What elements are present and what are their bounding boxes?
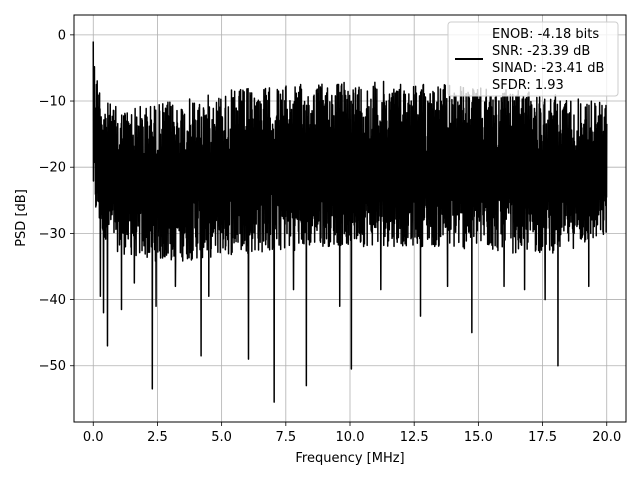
legend: ENOB: -4.18 bits SNR: -23.39 dB SINAD: -…: [447, 21, 619, 97]
y-tick-label: 0: [58, 28, 66, 43]
x-axis-label: Frequency [MHz]: [295, 451, 404, 466]
y-axis-label: PSD [dB]: [14, 189, 29, 247]
legend-enob: ENOB: -4.18 bits: [492, 27, 599, 42]
y-tick-label: −10: [39, 95, 66, 110]
x-tick-label: 0.0: [83, 430, 104, 445]
x-tick-label: 15.0: [464, 430, 493, 445]
legend-snr: SNR: -23.39 dB: [492, 44, 590, 59]
y-tick-label: −20: [39, 161, 66, 176]
y-tick-label: −40: [39, 293, 66, 308]
y-tick-label: −30: [39, 227, 66, 242]
legend-sfdr: SFDR: 1.93: [492, 78, 564, 93]
x-tick-label: 2.5: [147, 430, 168, 445]
legend-sinad: SINAD: -23.41 dB: [492, 61, 604, 76]
x-tick-label: 5.0: [211, 430, 232, 445]
series-psd: [92, 41, 608, 403]
x-tick-label: 7.5: [275, 430, 296, 445]
x-tick-label: 20.0: [592, 430, 621, 445]
x-tick-label: 10.0: [336, 430, 365, 445]
psd-trace: [92, 41, 608, 403]
y-axis-ticks: 0 −10 −20 −30 −40 −50: [39, 28, 74, 374]
y-tick-label: −50: [39, 359, 66, 374]
x-tick-label: 17.5: [528, 430, 557, 445]
x-tick-label: 12.5: [400, 430, 429, 445]
legend-box: [447, 21, 619, 97]
x-axis-ticks: 0.0 2.5 5.0 7.5 10.0 12.5 15.0 17.5 20.0: [83, 422, 621, 445]
